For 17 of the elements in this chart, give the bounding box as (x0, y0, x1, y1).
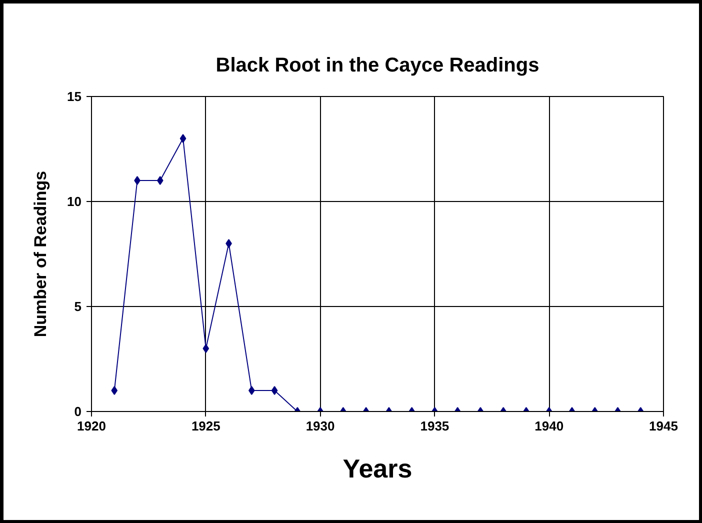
y-tick-label: 15 (67, 89, 82, 104)
x-tick-label: 1930 (306, 418, 335, 434)
y-axis-title: Number of Readings (31, 170, 50, 338)
y-tick-label: 5 (74, 299, 82, 314)
x-axis-title: Years (342, 454, 412, 484)
x-tick-label: 1925 (191, 418, 220, 434)
x-tick-label: 1945 (649, 418, 678, 434)
point (226, 239, 232, 248)
x-tick-label: 1935 (420, 418, 450, 434)
x-tick-label: 1920 (77, 418, 106, 434)
y-tick-label: 0 (74, 404, 82, 419)
point (180, 134, 186, 143)
x-tick-label: 1940 (534, 418, 564, 434)
point (134, 176, 140, 185)
point (156, 176, 164, 185)
chart-title: Black Root in the Cayce Readings (216, 54, 540, 76)
y-tick-label: 10 (67, 194, 82, 209)
